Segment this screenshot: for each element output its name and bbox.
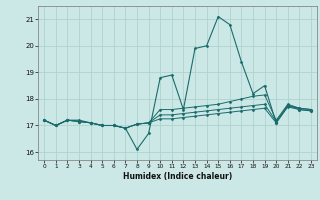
X-axis label: Humidex (Indice chaleur): Humidex (Indice chaleur) [123,172,232,181]
